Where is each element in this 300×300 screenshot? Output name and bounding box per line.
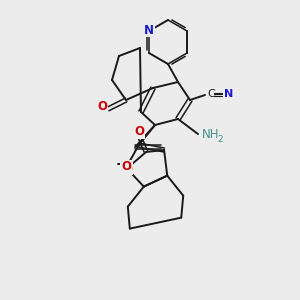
- Text: NH: NH: [202, 128, 220, 142]
- Text: C: C: [207, 89, 215, 99]
- Text: S: S: [124, 161, 132, 174]
- Text: O: O: [97, 100, 107, 113]
- Text: N: N: [224, 89, 233, 99]
- Text: 2: 2: [217, 134, 223, 143]
- Text: O: O: [121, 160, 131, 173]
- Text: N: N: [144, 23, 154, 37]
- Text: O: O: [134, 125, 144, 139]
